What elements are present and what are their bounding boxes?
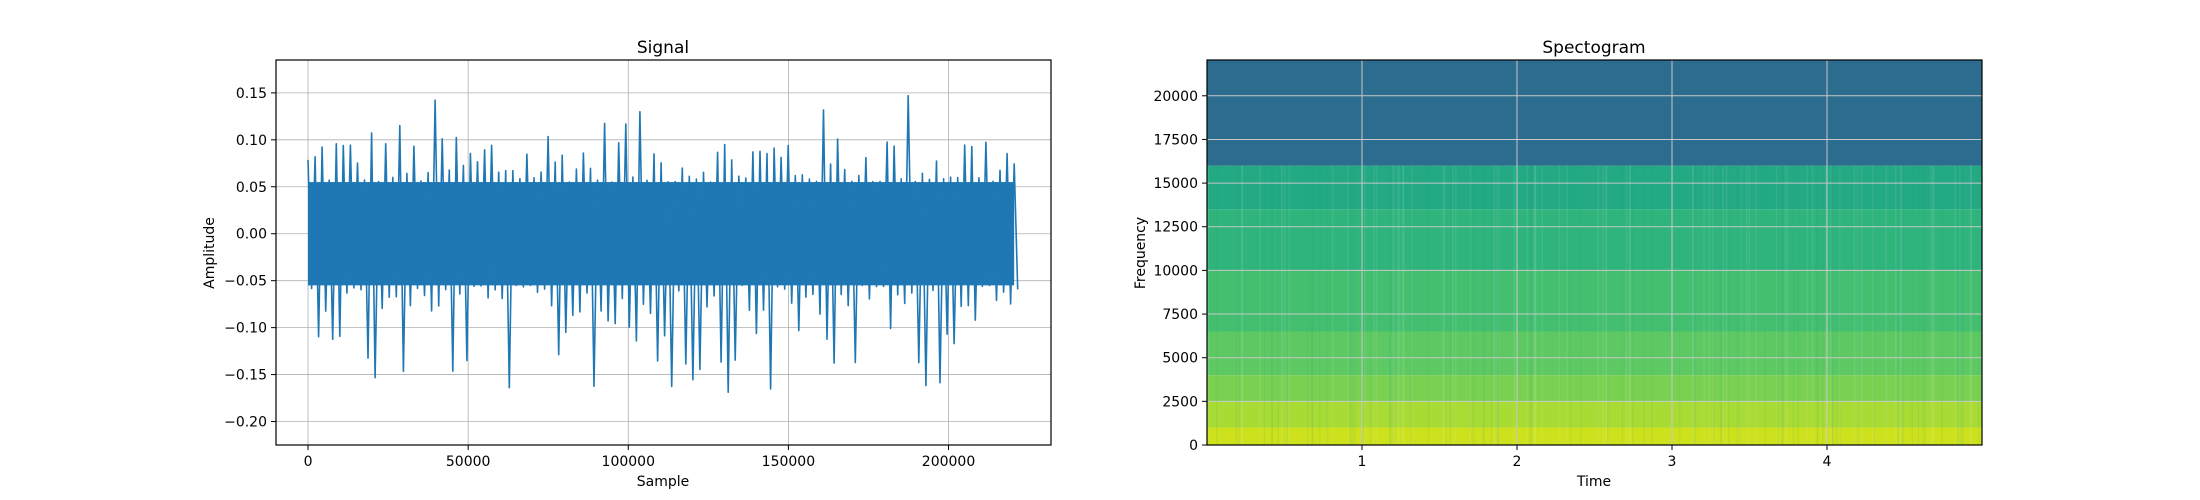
signal-y-axis-label: Amplitude	[202, 217, 218, 289]
spectrogram-y-tick-label: 5000	[1162, 351, 1198, 367]
spectrogram-chart: Spectogram 1 2 3 4 0 2500 5000 7500 10000 12500 1…	[1133, 38, 1983, 490]
signal-x-axis-label: Sample	[637, 474, 690, 490]
signal-y-tick-label: −0.15	[224, 368, 267, 384]
signal-y-tick-label: −0.05	[224, 274, 267, 290]
spectrogram-x-axis-label: Time	[1576, 474, 1611, 490]
signal-plot-frame	[275, 59, 1052, 446]
spectrogram-chart-title: Spectogram	[1542, 38, 1645, 58]
spectrogram-band	[1207, 270, 1982, 332]
signal-y-tick-label: 0.00	[236, 227, 267, 243]
spectrogram-y-tick-label: 17500	[1153, 132, 1198, 148]
spectrogram-plot-frame	[1206, 59, 1983, 446]
signal-x-ticks: 0 50000 100000 150000 200000	[304, 445, 975, 470]
signal-chart-title: Signal	[637, 38, 689, 58]
signal-y-tick-label: 0.05	[236, 180, 267, 196]
signal-y-tick-label: −0.10	[224, 321, 267, 337]
signal-x-tick-label: 200000	[922, 454, 975, 470]
signal-x-tick-label: 100000	[602, 454, 655, 470]
signal-y-tick-label: 0.10	[236, 133, 267, 149]
signal-y-tick-label: −0.20	[224, 415, 267, 431]
spectrogram-x-ticks: 1 2 3 4	[1358, 445, 1832, 470]
signal-series-line	[307, 94, 1019, 394]
spectrogram-y-tick-label: 2500	[1162, 394, 1198, 410]
spectrogram-y-axis-label: Frequency	[1133, 217, 1149, 289]
spectrogram-heatmap	[1207, 60, 1982, 445]
spectrogram-y-tick-label: 12500	[1153, 220, 1198, 236]
spectrogram-x-tick-label: 2	[1513, 454, 1522, 470]
signal-chart: Signal 0 50000 100000 150000 200000 −0.20−0.…	[202, 38, 1052, 490]
spectrogram-band	[1207, 375, 1982, 402]
signal-waveform	[307, 94, 1019, 394]
signal-y-ticks: −0.20 −0.15 −0.10 −0.05 0.00 0.05 0.10 0.15	[224, 86, 276, 431]
spectrogram-y-tick-label: 20000	[1153, 89, 1198, 105]
signal-x-tick-label: 0	[304, 454, 313, 470]
spectrogram-y-ticks: 0 2500 5000 7500 10000 12500 15000 17500 20000	[1153, 89, 1207, 454]
spectrogram-band	[1207, 401, 1982, 428]
spectrogram-band	[1207, 427, 1982, 445]
spectrogram-x-tick-label: 1	[1358, 454, 1367, 470]
spectrogram-band	[1207, 209, 1982, 271]
spectrogram-y-tick-label: 15000	[1153, 176, 1198, 192]
spectrogram-y-tick-label: 7500	[1162, 307, 1198, 323]
spectrogram-x-tick-label: 3	[1668, 454, 1677, 470]
spectrogram-band	[1207, 165, 1982, 210]
spectrogram-y-tick-label: 10000	[1153, 263, 1198, 279]
signal-x-tick-label: 150000	[762, 454, 815, 470]
spectrogram-x-tick-label: 4	[1823, 454, 1832, 470]
spectrogram-band	[1207, 331, 1982, 376]
signal-y-tick-label: 0.15	[236, 86, 267, 102]
spectrogram-band	[1207, 60, 1982, 166]
spectrogram-y-tick-label: 0	[1189, 438, 1198, 454]
signal-x-tick-label: 50000	[446, 454, 491, 470]
